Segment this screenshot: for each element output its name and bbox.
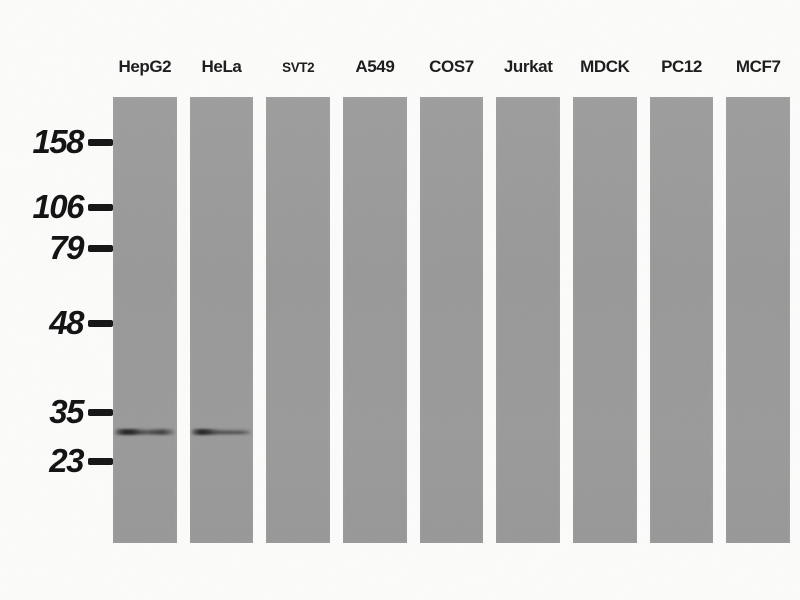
mw-marker-label: 48 [49,304,84,341]
lane-pc12 [649,97,714,543]
lane-label-jurkat: Jurkat [503,57,553,76]
mw-tick [88,457,113,465]
lane-label-hela: HeLa [201,57,242,76]
lane-hepg2 [113,97,177,543]
lane-mdck [573,97,637,543]
mw-tick [88,319,113,327]
mw-marker-label: 23 [49,442,84,479]
lane-labels-row: HepG2 HeLa SVT2 A549 COS7 Jurkat MDCK PC… [113,52,790,82]
lane-a549 [343,97,407,543]
mw-marker-label: 106 [32,188,84,225]
lane-label-mdck: MDCK [580,57,630,76]
mw-marker-23: 23 [0,443,113,479]
lane-label-a549: A549 [355,57,395,76]
mw-tick [88,138,113,146]
mw-tick [88,203,113,211]
lane-hela [189,97,254,543]
lane-svt2 [266,97,331,543]
mw-tick [88,244,113,252]
mw-tick [88,408,113,416]
lane-label-hepg2: HepG2 [118,57,172,76]
mw-marker-106: 106 [0,189,113,225]
mw-marker-label: 35 [49,393,84,430]
protein-band-hepg2 [114,428,175,439]
lane-label-pc12: PC12 [661,57,702,76]
protein-band-hela [190,428,252,439]
mw-marker-35: 35 [0,394,113,430]
band-tail [114,431,175,434]
lane-label-svt2: SVT2 [282,59,315,75]
mw-marker-label: 79 [49,229,84,266]
lane-label-mcf7: MCF7 [735,57,781,76]
lane-cos7 [419,97,484,543]
blot-lanes [113,97,791,543]
lane-mcf7 [726,97,791,543]
band-tail [190,431,252,434]
lane-label-cos7: COS7 [429,57,474,76]
mw-marker-48: 48 [0,305,113,341]
lane-jurkat [496,97,561,543]
mw-marker-label: 158 [32,123,84,160]
mw-marker-79: 79 [0,230,113,266]
mw-marker-158: 158 [0,124,113,160]
